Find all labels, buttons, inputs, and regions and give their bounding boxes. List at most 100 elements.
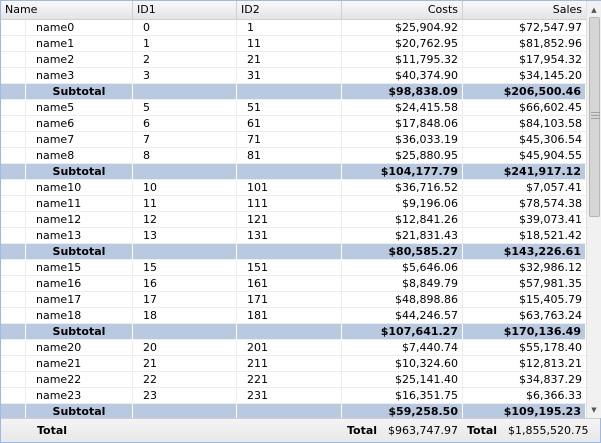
footer-costs-value: $963,747.97	[388, 424, 458, 437]
row-gutter	[1, 116, 26, 132]
cell-name: name5	[26, 100, 133, 116]
cell-costs: $25,904.92	[342, 20, 463, 36]
row-gutter	[1, 260, 26, 276]
cell-sales: $45,306.54	[519, 133, 582, 146]
row-gutter	[1, 52, 26, 68]
cell-id2: 121	[237, 212, 342, 228]
cell-sales: $109,195.23	[463, 404, 586, 418]
cell-id2: 131	[237, 228, 342, 244]
cell-costs: $21,831.43	[342, 228, 463, 244]
cell-id2: 151	[237, 260, 342, 276]
row-gutter	[1, 132, 26, 148]
table-row[interactable]: name7 7 71 $36,033.19 $45,306.54	[1, 132, 586, 148]
header-id1[interactable]: ID1	[133, 1, 237, 19]
table-row[interactable]: name21 21 211 $10,324.60 $12,813.21	[1, 356, 586, 372]
table-row[interactable]: name3 3 31 $40,374.90 $34,145.20	[1, 68, 586, 84]
header-name[interactable]: Name	[1, 1, 133, 19]
row-gutter	[1, 196, 26, 212]
cell-id1: 10	[133, 180, 237, 196]
table-row[interactable]: name17 17 171 $48,898.86 $15,405.79	[1, 292, 586, 308]
scrollbar-thumb[interactable]	[589, 17, 600, 217]
table-row[interactable]: name18 18 181 $44,246.57 $63,763.24	[1, 308, 586, 324]
table-row[interactable]: name2 2 21 $11,795.32 $17,954.32	[1, 52, 586, 68]
cell-name: name2	[26, 52, 133, 68]
cell-id1: 20	[133, 340, 237, 356]
cell-costs: $10,324.60	[342, 356, 463, 372]
cell-id1: 22	[133, 372, 237, 388]
cell-id1: 16	[133, 276, 237, 292]
cell-costs: $36,033.19	[342, 132, 463, 148]
cell-id2	[237, 404, 342, 418]
arrow-down-icon[interactable]: ▼	[591, 406, 597, 414]
cell-costs: $44,246.57	[342, 308, 463, 324]
cell-id2: 231	[237, 388, 342, 404]
cell-id1: 21	[133, 356, 237, 372]
table-row[interactable]: name6 6 61 $17,848.06 $84,103.58	[1, 116, 586, 132]
table-row[interactable]: name8 8 81 $25,880.95 $45,904.55	[1, 148, 586, 164]
row-gutter	[1, 164, 26, 180]
footer-costs-label: Total	[347, 424, 378, 437]
cell-id2: 181	[237, 308, 342, 324]
cell-costs: $16,351.75	[342, 388, 463, 404]
cell-costs: $59,258.50	[342, 404, 463, 418]
row-gutter	[1, 404, 26, 418]
cell-id2	[237, 164, 342, 180]
row-gutter	[1, 20, 26, 36]
cell-sales: $32,986.12	[519, 261, 582, 274]
cell-sales: $15,405.79	[519, 293, 582, 306]
cell-sales: $170,136.49	[463, 324, 586, 340]
table-row[interactable]: name11 11 111 $9,196.06 $78,574.38	[1, 196, 586, 212]
cell-name: name15	[26, 260, 133, 276]
table-row[interactable]: name1 1 11 $20,762.95 $81,852.96	[1, 36, 586, 52]
cell-costs: $7,440.74	[342, 340, 463, 356]
cell-costs: $25,141.40	[342, 372, 463, 388]
row-gutter	[1, 180, 26, 196]
table-row[interactable]: name16 16 161 $8,849.79 $57,981.35	[1, 276, 586, 292]
subtotal-row[interactable]: Subtotal $59,258.50 $109,195.23	[1, 404, 586, 418]
cell-name: name1	[26, 36, 133, 52]
table-row[interactable]: name22 22 221 $25,141.40 $34,837.29	[1, 372, 586, 388]
cell-id1	[133, 404, 237, 418]
table-row[interactable]: name5 5 51 $24,415.58 $66,602.45	[1, 100, 586, 116]
arrow-up-icon[interactable]: ▲	[591, 6, 597, 14]
vertical-scrollbar[interactable]: ▲ ▼	[586, 1, 601, 418]
cell-id2: 21	[237, 52, 342, 68]
cell-name: name0	[26, 20, 133, 36]
cell-costs: $40,374.90	[342, 68, 463, 84]
cell-id2: 101	[237, 180, 342, 196]
subtotal-row[interactable]: Subtotal $80,585.27 $143,226.61	[1, 244, 586, 260]
table-row[interactable]: name0 0 1 $25,904.92 $72,547.97	[1, 20, 586, 36]
cell-id2: 11	[237, 36, 342, 52]
header-sales[interactable]: Sales	[552, 3, 582, 16]
cell-id1: 12	[133, 212, 237, 228]
cell-id2	[237, 244, 342, 260]
header-costs[interactable]: Costs	[342, 1, 463, 19]
cell-name: name8	[26, 148, 133, 164]
table-row[interactable]: name10 10 101 $36,716.52 $7,057.41	[1, 180, 586, 196]
table-row[interactable]: name20 20 201 $7,440.74 $55,178.40	[1, 340, 586, 356]
row-gutter	[1, 244, 26, 260]
cell-sales: $6,366.33	[526, 389, 582, 402]
table-row[interactable]: name12 12 121 $12,841.26 $39,073.41	[1, 212, 586, 228]
cell-id2: 161	[237, 276, 342, 292]
subtotal-row[interactable]: Subtotal $104,177.79 $241,917.12	[1, 164, 586, 180]
cell-sales: $63,763.24	[519, 309, 582, 322]
cell-costs: $36,716.52	[342, 180, 463, 196]
subtotal-row[interactable]: Subtotal $107,641.27 $170,136.49	[1, 324, 586, 340]
cell-sales: $84,103.58	[519, 117, 582, 130]
header-id2[interactable]: ID2	[237, 1, 342, 19]
table-row[interactable]: name23 23 231 $16,351.75 $6,366.33	[1, 388, 586, 404]
table-row[interactable]: name13 13 131 $21,831.43 $18,521.42	[1, 228, 586, 244]
row-gutter	[1, 228, 26, 244]
cell-id2: 81	[237, 148, 342, 164]
cell-id1: 0	[133, 20, 237, 36]
cell-id2: 61	[237, 116, 342, 132]
cell-costs: $104,177.79	[342, 164, 463, 180]
footer-sales-label: Total	[467, 424, 498, 437]
subtotal-row[interactable]: Subtotal $98,838.09 $206,500.46	[1, 84, 586, 100]
cell-name: name6	[26, 116, 133, 132]
cell-id2: 31	[237, 68, 342, 84]
grip-line	[591, 115, 600, 116]
table-row[interactable]: name15 15 151 $5,646.06 $32,986.12	[1, 260, 586, 276]
row-gutter	[1, 84, 26, 100]
